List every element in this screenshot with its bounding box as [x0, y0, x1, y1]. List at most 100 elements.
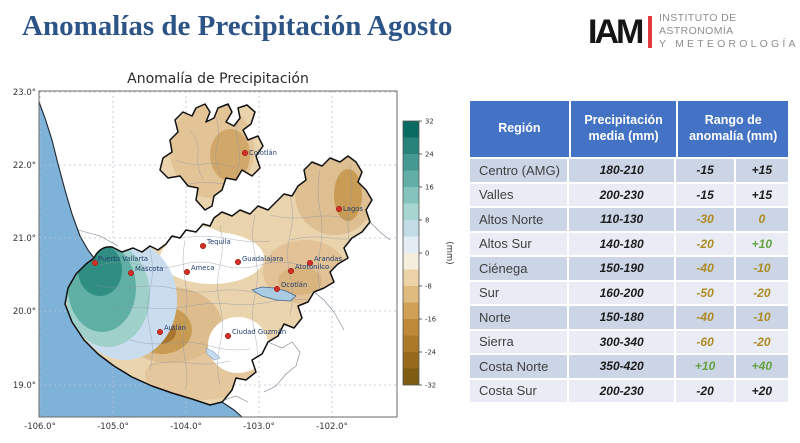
anomaly-min-cell: -40 — [676, 306, 736, 329]
precip-cell: 150-180 — [569, 306, 677, 329]
precip-cell: 180-210 — [569, 159, 677, 182]
city-dot — [199, 242, 207, 250]
colorbar-unit-label: (mm) — [444, 241, 454, 264]
city-label: Ciudad Guzmán — [232, 328, 286, 336]
anomaly-max-cell: +15 — [751, 163, 773, 178]
cb-tick: 16 — [425, 184, 434, 192]
anomaly-min-cell: -60 — [676, 330, 736, 353]
precip-cell: 140-180 — [569, 232, 677, 255]
anomaly-table: Región Precipitación media (mm) Rango de… — [470, 101, 788, 402]
anomaly-min-cell: +10 — [676, 355, 736, 378]
city-dot — [234, 258, 242, 266]
city-label: Ameca — [191, 264, 214, 272]
city-label: Autlán — [164, 324, 186, 332]
cb-tick: -32 — [425, 382, 436, 390]
table-row: Altos Sur 140-180 -20 +10 — [470, 230, 788, 255]
precip-cell: 350-420 — [569, 355, 677, 378]
lake-chapala — [251, 286, 297, 302]
logo-line2: Y METEOROLOGÍA — [658, 38, 799, 51]
anomaly-min-cell: -15 — [676, 183, 736, 206]
precip-cell: 150-190 — [569, 257, 677, 280]
city-dot — [224, 332, 232, 340]
anomaly-max-cell: +40 — [751, 359, 773, 374]
anomaly-max-cell: +20 — [751, 383, 773, 398]
table-row: Valles 200-230 -15 +15 — [470, 181, 788, 206]
anomaly-max-cell: -10 — [753, 261, 771, 276]
city-label: Lagos — [343, 205, 363, 213]
y-tick: 20.0° — [13, 307, 36, 317]
precip-cell: 200-230 — [569, 183, 677, 206]
region-cell: Sierra — [470, 330, 569, 353]
y-tick: 23.0° — [13, 88, 36, 98]
ocean — [39, 102, 242, 417]
city-label: Atotonilco — [295, 263, 329, 271]
region-cell: Centro (AMG) — [470, 159, 569, 182]
precip-cell: 110-130 — [569, 208, 677, 231]
anomaly-min-cell: -40 — [676, 257, 736, 280]
lake-sayula — [205, 347, 221, 361]
anomaly-max-cell: -10 — [753, 310, 771, 325]
cb-tick: -8 — [425, 283, 432, 291]
plot-border — [38, 90, 398, 418]
region-cell: Sur — [470, 281, 569, 304]
city-label: Arandas — [314, 255, 342, 263]
region-cell: Altos Norte — [470, 208, 569, 231]
logo-text: INSTITUTO DE ASTRONOMÍA Y METEOROLOGÍA — [659, 12, 800, 51]
y-tick: 19.0° — [13, 381, 36, 391]
table-row: Sur 160-200 -50 -20 — [470, 279, 788, 304]
region-cell: Costa Sur — [470, 379, 569, 402]
cb-tick: 8 — [425, 217, 429, 225]
coastline — [38, 101, 243, 418]
anomaly-max-cell: +15 — [751, 187, 773, 202]
city-label: Puerto Vallarta — [98, 255, 148, 263]
state-outline — [64, 103, 373, 406]
city-label: Tequila — [206, 238, 231, 246]
city-dot — [241, 149, 249, 157]
table-row: Norte 150-180 -40 -10 — [470, 304, 788, 329]
city-dot — [335, 205, 343, 213]
precip-cell: 300-340 — [569, 330, 677, 353]
table-row: Sierra 300-340 -60 -20 — [470, 328, 788, 353]
table-row: Costa Sur 200-230 -20 +20 — [470, 377, 788, 402]
precip-cell: 200-230 — [569, 379, 677, 402]
region-cell: Costa Norte — [470, 355, 569, 378]
city-dot — [156, 328, 164, 336]
city-dot — [91, 259, 99, 267]
cb-tick: -24 — [425, 349, 436, 357]
city-dot — [183, 268, 191, 276]
y-tick: 22.0° — [13, 161, 36, 171]
y-tick: 21.0° — [13, 234, 36, 244]
precip-cell: 160-200 — [569, 281, 677, 304]
table-header-row: Región Precipitación media (mm) Rango de… — [470, 101, 788, 157]
header-region: Región — [470, 101, 571, 157]
region-cell: Norte — [470, 306, 569, 329]
region-cell: Altos Sur — [470, 232, 569, 255]
anomaly-max-cell: -20 — [753, 285, 771, 300]
city-dot — [273, 285, 281, 293]
logo-line1: INSTITUTO DE ASTRONOMÍA — [658, 12, 737, 38]
region-cell: Ciénega — [470, 257, 569, 280]
colorbar: 32 24 16 8 0 -8 -16 -24 -32 (mm) — [402, 118, 454, 390]
cb-tick: 24 — [425, 151, 434, 159]
page-title: Anomalías de Precipitación Agosto — [22, 10, 453, 42]
anomaly-max-cell: 0 — [758, 212, 766, 227]
anomaly-min-cell: -20 — [676, 379, 736, 402]
x-tick: -105.0° — [97, 422, 129, 432]
anomaly-min-cell: -50 — [676, 281, 736, 304]
x-tick: -104.0° — [170, 422, 202, 432]
logo-red-bar-icon — [648, 15, 652, 48]
region-cell: Valles — [470, 183, 569, 206]
anomaly-min-cell: -20 — [676, 232, 736, 255]
neighbor-boundaries — [77, 221, 391, 403]
city-labels: Colotlán Lagos Tequila Guadalajara Ameca… — [98, 149, 363, 336]
table-row: Ciénega 150-190 -40 -10 — [470, 255, 788, 280]
x-tick: -106.0° — [24, 422, 56, 432]
x-tick: -103.0° — [243, 422, 275, 432]
map-title: Anomalía de Precipitación — [127, 71, 309, 87]
table-row: Costa Norte 350-420 +10 +40 — [470, 353, 788, 378]
cb-tick: 0 — [425, 250, 429, 258]
y-axis-labels: 23.0° 22.0° 21.0° 20.0° 19.0° — [13, 88, 36, 391]
map-figure: Colotlán Lagos Tequila Guadalajara Ameca… — [13, 71, 454, 432]
anomaly-min-cell: -30 — [676, 208, 736, 231]
